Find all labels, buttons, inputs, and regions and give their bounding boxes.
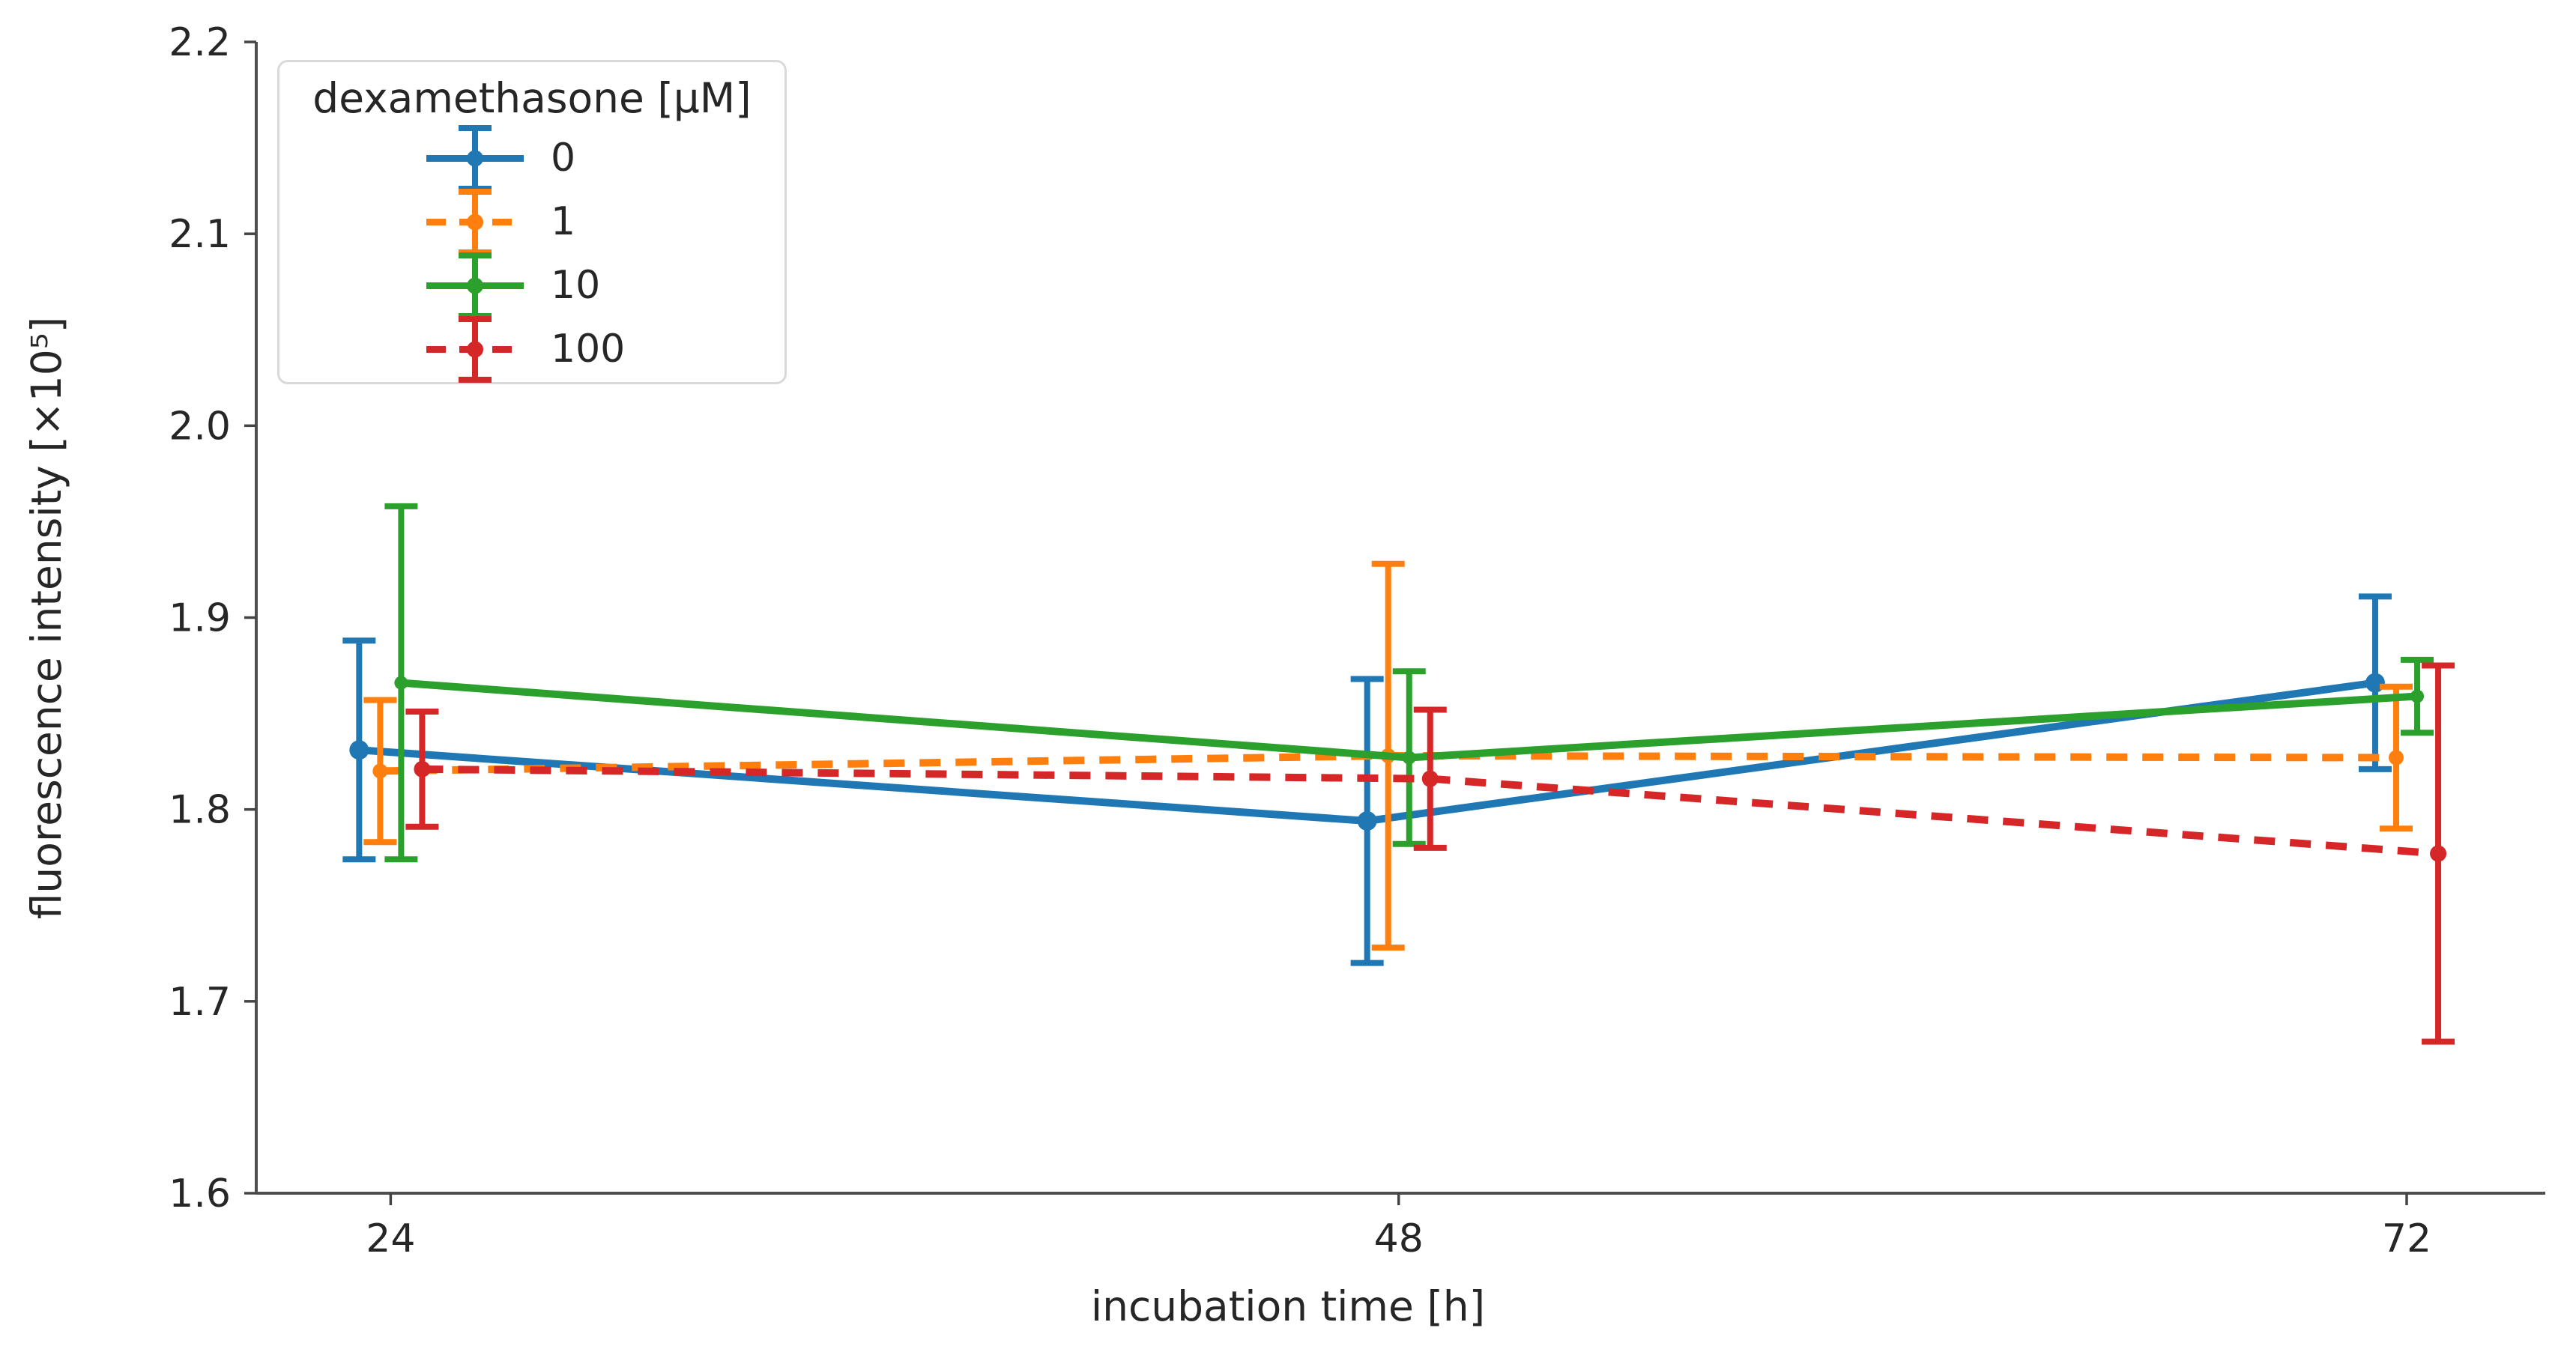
- data-point-marker: [414, 760, 431, 777]
- series-10: [384, 503, 2434, 863]
- data-point-marker: [2389, 750, 2404, 766]
- data-point-marker: [1402, 751, 1416, 765]
- legend-item-1: 1: [279, 189, 784, 255]
- data-point-marker: [1421, 770, 1439, 787]
- data-point-marker: [394, 676, 408, 690]
- y-tick-label: 2.0: [169, 404, 231, 449]
- data-point-marker: [372, 763, 388, 779]
- y-tick-label: 1.8: [169, 788, 231, 833]
- legend-title: dexamethasone [µM]: [312, 74, 752, 122]
- legend-errorbar-glyph: [426, 316, 524, 383]
- legend-rows: 0 1 10 100: [279, 125, 784, 383]
- legend-errorbar-glyph: [426, 189, 524, 255]
- legend-item-label: 100: [551, 327, 626, 372]
- data-point-marker: [1357, 811, 1377, 831]
- legend-item-0: 0: [279, 125, 784, 192]
- data-point-marker: [2430, 845, 2447, 862]
- legend: dexamethasone [µM] 0 1 10 100: [277, 60, 787, 384]
- legend-item-100: 100: [279, 316, 784, 383]
- y-axis-label: fluorescence intensity [×10⁵]: [22, 316, 70, 920]
- x-tick-label: 48: [1374, 1216, 1424, 1261]
- y-tick-label: 1.7: [169, 980, 231, 1025]
- x-tick-label: 72: [2382, 1216, 2431, 1261]
- data-point-marker: [349, 740, 369, 760]
- series-100: [405, 662, 2455, 1045]
- y-tick-label: 2.2: [169, 20, 231, 65]
- legend-item-label: 1: [551, 199, 576, 244]
- legend-errorbar-glyph: [426, 252, 524, 319]
- x-tick-label: 24: [366, 1216, 415, 1261]
- series-0: [342, 593, 2392, 966]
- data-point-marker: [2410, 689, 2425, 703]
- y-tick-label: 1.6: [169, 1171, 231, 1216]
- y-tick-label: 2.1: [169, 212, 231, 257]
- x-axis-label: incubation time [h]: [1090, 1282, 1486, 1330]
- legend-item-label: 10: [551, 263, 601, 308]
- legend-item-label: 0: [551, 136, 576, 181]
- legend-errorbar-glyph: [426, 125, 524, 192]
- y-tick-label: 1.9: [169, 596, 231, 641]
- legend-item-10: 10: [279, 252, 784, 319]
